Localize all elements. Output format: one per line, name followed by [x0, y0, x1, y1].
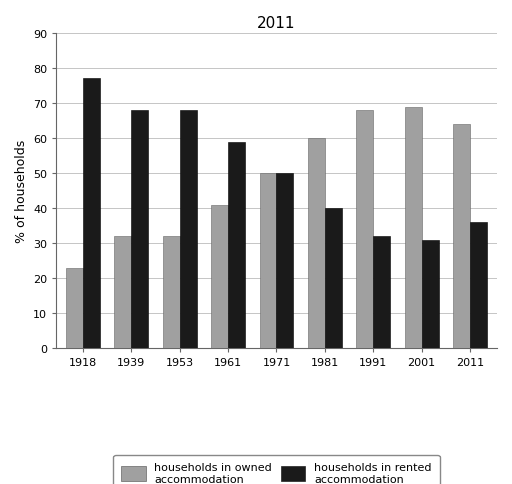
Bar: [114, 237, 131, 348]
Bar: [83, 79, 100, 348]
Bar: [470, 223, 487, 348]
Bar: [163, 237, 180, 348]
Bar: [180, 111, 197, 348]
Bar: [308, 139, 325, 348]
Bar: [453, 125, 470, 348]
Bar: [66, 268, 83, 348]
Bar: [356, 111, 373, 348]
Title: 2011: 2011: [257, 16, 296, 31]
Bar: [131, 111, 148, 348]
Bar: [211, 205, 228, 348]
Bar: [373, 237, 390, 348]
Bar: [276, 174, 293, 348]
Bar: [325, 209, 342, 348]
Y-axis label: % of households: % of households: [15, 140, 28, 242]
Bar: [422, 240, 439, 348]
Bar: [228, 142, 245, 348]
Legend: households in owned
accommodation, households in rented
accommodation: households in owned accommodation, house…: [113, 454, 440, 484]
Bar: [260, 174, 276, 348]
Bar: [404, 107, 422, 348]
